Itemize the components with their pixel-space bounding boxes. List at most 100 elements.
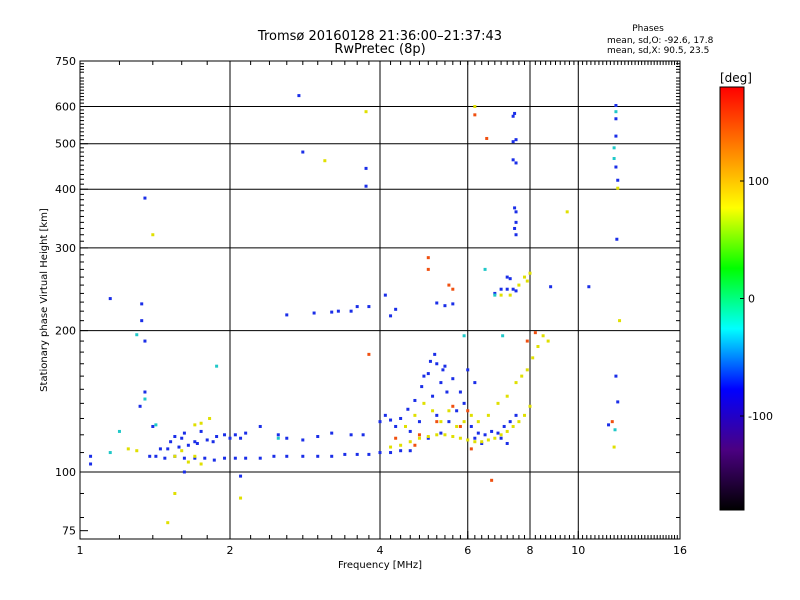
data-point [451, 302, 455, 306]
data-point [186, 443, 190, 447]
data-point [445, 390, 449, 394]
data-point [140, 302, 144, 306]
data-point [180, 436, 184, 440]
data-point [389, 451, 393, 455]
data-point [301, 438, 305, 442]
data-point [511, 140, 515, 144]
data-point [193, 456, 197, 460]
colorbar-tick-label: 100 [748, 175, 769, 188]
data-point [473, 105, 477, 109]
data-point [612, 146, 616, 150]
data-point [389, 445, 393, 449]
data-point [330, 454, 334, 458]
data-point [89, 462, 93, 466]
data-point [426, 435, 430, 439]
data-point [466, 438, 470, 442]
data-point [422, 374, 426, 378]
data-point [612, 157, 616, 161]
data-point [239, 474, 243, 478]
data-point [233, 456, 237, 460]
colorbar-tick-label: -100 [748, 410, 773, 423]
data-point [493, 291, 497, 295]
colorbar-tick-label: 0 [748, 293, 755, 306]
data-point [349, 433, 353, 437]
data-point [439, 431, 443, 435]
x-tick-label: 10 [571, 544, 585, 557]
data-point [394, 424, 398, 428]
data-point [514, 210, 518, 214]
data-point [215, 435, 219, 439]
data-point [451, 377, 455, 381]
data-point [533, 331, 537, 335]
data-point [173, 491, 177, 495]
chart-title: Tromsø 20160128 21:36:00–21:37:43 [257, 29, 502, 44]
stats-o-mode: mean, sd,O: -92.6, 17.8 [607, 36, 714, 46]
data-point [513, 111, 517, 115]
data-point [536, 345, 540, 349]
data-point [441, 368, 445, 372]
data-point [517, 283, 521, 287]
data-point [417, 436, 421, 440]
data-point [408, 429, 412, 433]
data-point [520, 374, 524, 378]
data-point [451, 404, 455, 408]
data-point [336, 309, 340, 313]
data-point [614, 110, 618, 114]
data-point [473, 440, 477, 444]
data-point [244, 456, 248, 460]
data-point [523, 413, 527, 417]
data-point [205, 438, 209, 442]
data-point [182, 431, 186, 435]
data-point [154, 423, 158, 427]
y-axis-label: Stationary phase Virtual Height [km] [39, 208, 50, 392]
data-point [435, 301, 439, 305]
data-point [439, 420, 443, 424]
data-point [228, 436, 232, 440]
data-point [435, 362, 439, 366]
data-point [417, 433, 421, 437]
data-point [531, 356, 535, 360]
data-point [431, 409, 435, 413]
data-points [89, 94, 622, 525]
data-point [505, 441, 509, 445]
data-point [493, 293, 497, 297]
data-point [426, 372, 430, 376]
x-tick-label: 6 [464, 544, 471, 557]
data-point [514, 138, 518, 142]
data-point [367, 352, 371, 356]
data-point [508, 277, 512, 281]
y-tick-label: 400 [55, 183, 76, 196]
data-point [355, 452, 359, 456]
data-point [612, 445, 616, 449]
data-point [364, 110, 368, 114]
data-point [496, 431, 500, 435]
data-point [462, 420, 466, 424]
data-point [276, 436, 280, 440]
data-point [364, 184, 368, 188]
data-point [403, 424, 407, 428]
data-point [476, 420, 480, 424]
data-point [223, 456, 227, 460]
data-point [117, 429, 121, 433]
data-point [297, 94, 301, 98]
data-point [514, 161, 518, 165]
data-point [349, 309, 353, 313]
data-point [428, 359, 432, 363]
data-point [330, 310, 334, 314]
data-point [523, 275, 527, 279]
data-point [473, 113, 477, 117]
data-point [466, 368, 470, 372]
data-point [614, 165, 618, 169]
data-point [447, 283, 451, 287]
data-point [501, 334, 505, 338]
data-point [316, 435, 320, 439]
data-point [473, 436, 477, 440]
data-point [486, 413, 490, 417]
data-point [312, 311, 316, 315]
y-tick-label: 100 [55, 466, 76, 479]
data-point [199, 462, 203, 466]
data-point [614, 134, 618, 138]
data-point [180, 449, 184, 453]
data-point [466, 409, 470, 413]
data-point [525, 279, 529, 283]
